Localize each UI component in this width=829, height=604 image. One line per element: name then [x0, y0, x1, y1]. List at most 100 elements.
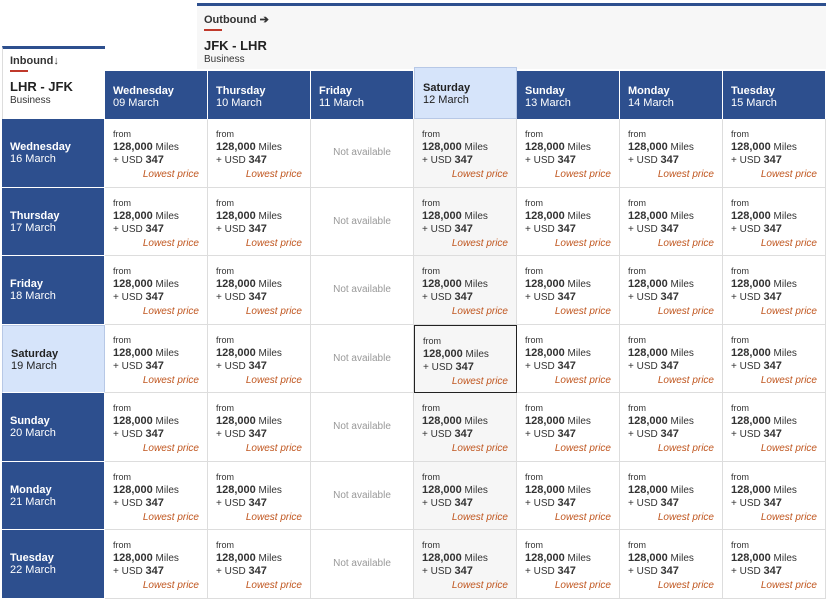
fare-cell[interactable]: from 128,000 Miles + USD 347 Lowest price: [723, 324, 826, 393]
inbound-label: Inbound↓: [10, 55, 59, 67]
fare-cell[interactable]: from 128,000 Miles + USD 347 Lowest price: [105, 256, 208, 325]
from-label: from: [113, 540, 131, 550]
row-day: Sunday: [10, 415, 50, 427]
miles-amount: 128,000: [525, 141, 565, 153]
miles-amount: 128,000: [731, 141, 771, 153]
currency: + USD: [525, 566, 555, 577]
currency: + USD: [113, 292, 143, 303]
fare-cell[interactable]: from 128,000 Miles + USD 347 Lowest price: [620, 324, 723, 393]
fare-cell[interactable]: from 128,000 Miles + USD 347 Lowest price: [105, 187, 208, 256]
underline: [204, 29, 222, 31]
fare-cell[interactable]: from 128,000 Miles + USD 347 Lowest price: [620, 461, 723, 530]
from-label: from: [216, 540, 234, 550]
fare-cell[interactable]: from 128,000 Miles + USD 347 Lowest price: [517, 256, 620, 325]
miles: 128,000 Miles: [731, 415, 797, 427]
miles-amount: 128,000: [422, 141, 462, 153]
fare-cell[interactable]: from 128,000 Miles + USD 347 Lowest price: [620, 393, 723, 462]
miles-unit: Miles: [567, 416, 591, 427]
column-header: Sunday 13 March: [517, 71, 620, 119]
fare-cell[interactable]: from 128,000 Miles + USD 347 Lowest price: [105, 530, 208, 599]
miles-amount: 128,000: [422, 415, 462, 427]
fare-cell[interactable]: from 128,000 Miles + USD 347 Lowest price: [414, 256, 517, 325]
currency: + USD: [731, 566, 761, 577]
column-day: Sunday: [525, 85, 565, 97]
from-label: from: [731, 334, 749, 345]
fare-cell[interactable]: from 128,000 Miles + USD 347 Lowest price: [517, 187, 620, 256]
miles-amount: 128,000: [628, 415, 668, 427]
currency: + USD: [525, 292, 555, 303]
tax-amount: 347: [660, 359, 679, 372]
miles-unit: Miles: [464, 416, 488, 427]
fare-cell[interactable]: from 128,000 Miles + USD 347 Lowest price: [620, 530, 723, 599]
inbound-cabin: Business: [10, 95, 51, 106]
fare-cell[interactable]: from 128,000 Miles + USD 347 Lowest price: [414, 393, 517, 462]
fare-cell[interactable]: from 128,000 Miles + USD 347 Lowest price: [208, 393, 311, 462]
fare-cell[interactable]: from 128,000 Miles + USD 347 Lowest price: [105, 393, 208, 462]
fare-cell[interactable]: from 128,000 Miles + USD 347 Lowest price: [517, 461, 620, 530]
currency: + USD: [216, 292, 246, 303]
fare-cell[interactable]: from 128,000 Miles + USD 347 Lowest price: [208, 324, 311, 393]
lowest-price: Lowest price: [245, 511, 302, 523]
fare-cell[interactable]: from 128,000 Miles + USD 347 Lowest price: [517, 324, 620, 393]
fare-cell[interactable]: from 128,000 Miles + USD 347 Lowest price: [620, 256, 723, 325]
tax: + USD 347: [422, 223, 473, 235]
miles: 128,000 Miles: [731, 347, 797, 359]
currency: + USD: [422, 223, 452, 235]
miles: 128,000 Miles: [731, 552, 797, 564]
fare-cell[interactable]: from 128,000 Miles + USD 347 Lowest price: [414, 119, 517, 188]
tax: + USD 347: [422, 497, 473, 509]
fare-cell[interactable]: from 128,000 Miles + USD 347 Lowest price: [414, 530, 517, 599]
tax-amount: 347: [763, 565, 782, 577]
row-header: Thursday 17 March: [2, 187, 105, 256]
fare-cell[interactable]: from 128,000 Miles + USD 347 Lowest price: [723, 119, 826, 188]
lowest-price: Lowest price: [245, 169, 302, 180]
lowest-price: Lowest price: [451, 511, 508, 523]
tax-amount: 347: [660, 428, 679, 440]
miles-unit: Miles: [258, 484, 282, 496]
fare-cell[interactable]: from 128,000 Miles + USD 347 Lowest price: [723, 393, 826, 462]
fare-cell[interactable]: from 128,000 Miles + USD 347 Lowest price: [414, 324, 517, 393]
from-label: from: [113, 471, 131, 482]
tax: + USD 347: [731, 360, 782, 372]
fare-cell[interactable]: from 128,000 Miles + USD 347 Lowest price: [414, 461, 517, 530]
fare-cell[interactable]: from 128,000 Miles + USD 347 Lowest price: [723, 530, 826, 599]
miles-amount: 128,000: [628, 346, 668, 359]
fare-cell[interactable]: from 128,000 Miles + USD 347 Lowest price: [105, 119, 208, 188]
fare-cell[interactable]: from 128,000 Miles + USD 347 Lowest price: [414, 187, 517, 256]
miles: 128,000 Miles: [216, 210, 282, 222]
currency: + USD: [422, 566, 452, 577]
fare-cell[interactable]: from 128,000 Miles + USD 347 Lowest price: [723, 256, 826, 325]
fare-cell[interactable]: from 128,000 Miles + USD 347 Lowest price: [208, 187, 311, 256]
lowest-price: Lowest price: [451, 580, 508, 591]
fare-cell[interactable]: from 128,000 Miles + USD 347 Lowest price: [517, 530, 620, 599]
from-label: from: [525, 129, 543, 139]
currency: + USD: [731, 155, 761, 166]
column-header: Monday 14 March: [620, 71, 723, 119]
fare-cell[interactable]: from 128,000 Miles + USD 347 Lowest price: [723, 187, 826, 256]
fare-cell[interactable]: from 128,000 Miles + USD 347 Lowest price: [105, 324, 208, 393]
fare-cell[interactable]: from 128,000 Miles + USD 347 Lowest price: [517, 393, 620, 462]
fare-cell[interactable]: from 128,000 Miles + USD 347 Lowest price: [620, 187, 723, 256]
fare-cell[interactable]: from 128,000 Miles + USD 347 Lowest price: [517, 119, 620, 188]
fare-cell[interactable]: from 128,000 Miles + USD 347 Lowest price: [620, 119, 723, 188]
miles-unit: Miles: [670, 347, 694, 359]
row-day: Tuesday: [10, 552, 54, 564]
fare-cell[interactable]: from 128,000 Miles + USD 347 Lowest price: [208, 256, 311, 325]
tax: + USD 347: [422, 428, 473, 440]
currency: + USD: [525, 429, 555, 440]
miles: 128,000 Miles: [423, 348, 489, 360]
tax: + USD 347: [422, 154, 473, 166]
not-available: Not available: [333, 147, 391, 158]
fare-cell[interactable]: from 128,000 Miles + USD 347 Lowest price: [208, 119, 311, 188]
fare-cell[interactable]: from 128,000 Miles + USD 347 Lowest price: [105, 461, 208, 530]
fare-cell[interactable]: from 128,000 Miles + USD 347 Lowest price: [208, 530, 311, 599]
column-header: Saturday 12 March: [414, 67, 517, 119]
from-label: from: [525, 471, 543, 482]
miles-amount: 128,000: [731, 346, 771, 359]
fare-cell[interactable]: from 128,000 Miles + USD 347 Lowest price: [208, 461, 311, 530]
fare-cell[interactable]: from 128,000 Miles + USD 347 Lowest price: [723, 461, 826, 530]
lowest-price: Lowest price: [245, 306, 302, 317]
not-available: Not available: [333, 284, 391, 295]
from-label: from: [525, 334, 543, 345]
row-date: 21 March: [10, 495, 56, 508]
